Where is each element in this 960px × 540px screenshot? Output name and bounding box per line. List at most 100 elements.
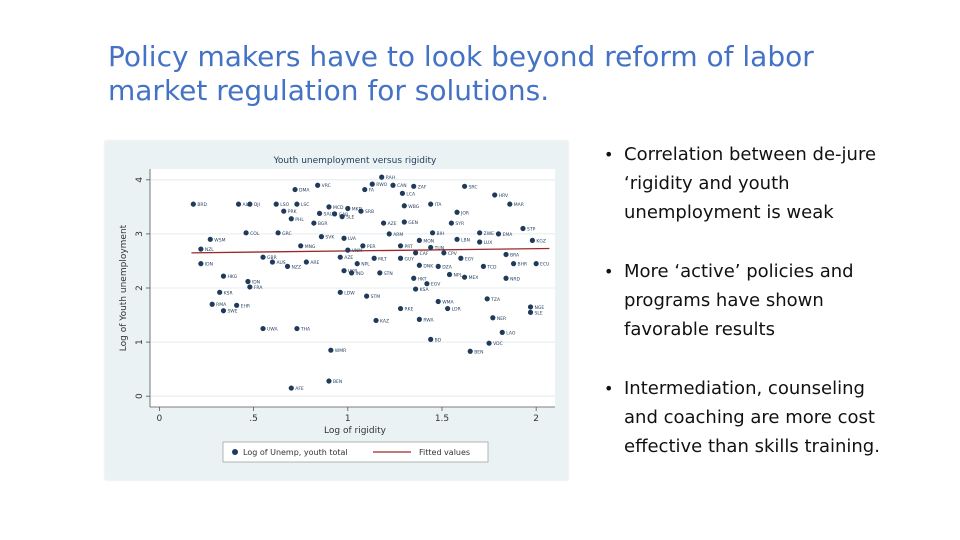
data-point-label: MLT (378, 256, 387, 262)
data-point-label: LVA (348, 236, 357, 242)
data-point-label: ZAF (418, 184, 427, 190)
data-point-label: WMA (442, 300, 454, 306)
data-point (480, 263, 487, 269)
data-point (328, 347, 334, 353)
bullet-dot-icon: • (604, 145, 614, 164)
data-point-label: AZE (344, 255, 353, 261)
legend-marker-points (232, 449, 238, 455)
data-point (416, 237, 422, 243)
data-point-label: PER (367, 244, 376, 250)
data-point (503, 275, 509, 281)
data-point (477, 230, 483, 236)
data-point (354, 261, 360, 267)
data-point-label: PRK (288, 209, 298, 215)
data-point-label: STM (371, 294, 381, 300)
data-point-label: BD (435, 337, 442, 343)
data-point (247, 201, 253, 207)
data-point-label: BGR (318, 221, 328, 227)
data-point-label: SWE (227, 309, 237, 315)
data-point-label: SRB (365, 209, 374, 215)
data-point (209, 301, 215, 307)
data-point (397, 305, 404, 312)
data-point-label: RWO (376, 182, 387, 188)
data-point-label: WMR (335, 348, 346, 354)
data-point-label: AZE (388, 221, 397, 227)
data-point-label: NPL (361, 262, 370, 268)
data-point (401, 203, 407, 209)
data-point-label: HKT (418, 276, 427, 282)
data-point-label: BEN (474, 349, 483, 355)
data-point (234, 302, 240, 308)
data-point (495, 231, 502, 237)
data-point (507, 201, 513, 207)
data-point (529, 237, 535, 243)
data-point (499, 329, 505, 335)
x-tick-label: 2 (533, 414, 539, 424)
data-point (503, 251, 509, 258)
chart-legend: Log of Unemp, youth total Fitted values (222, 441, 489, 463)
data-point (397, 255, 404, 261)
data-point (369, 181, 375, 187)
data-point-label: SLE (346, 215, 354, 221)
data-point (490, 315, 496, 321)
x-tick-label: 0 (157, 414, 163, 424)
data-point (413, 286, 419, 292)
data-point (284, 263, 291, 269)
data-point-label: DMA (299, 188, 310, 194)
data-point-label: SAU (324, 211, 333, 217)
y-axis-label: Log of Youth unemployment (119, 224, 129, 351)
data-point (373, 317, 379, 324)
data-point (445, 305, 451, 312)
data-point-label: MNG (305, 244, 316, 250)
bullet-item: • Correlation between de-jure ‘rigidity … (600, 140, 900, 227)
data-point-label: ZWE (484, 231, 495, 237)
data-point (294, 201, 300, 207)
data-point (318, 234, 325, 240)
data-point (467, 348, 473, 354)
data-point-label: IDN (252, 280, 260, 286)
data-point (428, 244, 434, 251)
data-point (311, 220, 317, 226)
data-point (520, 225, 526, 232)
y-tick-label: 3 (135, 231, 145, 237)
data-point-label: TUN (434, 245, 444, 251)
data-point (424, 281, 430, 287)
data-point (454, 209, 460, 215)
data-point-label: TCD (486, 264, 497, 270)
data-point (235, 201, 242, 207)
data-point-label: DJI (254, 202, 260, 208)
data-point-label: SVK (325, 235, 335, 241)
data-point (245, 278, 251, 285)
data-point-label: IND (356, 271, 365, 277)
data-point-label: NRD (510, 276, 520, 282)
data-point-label: MEX (469, 275, 479, 281)
data-point-label: NZL (205, 247, 214, 253)
data-point (243, 230, 249, 236)
bullet-item: • Intermediation, counseling and coachin… (600, 374, 900, 461)
data-point-label: FA (369, 188, 375, 194)
data-point (341, 235, 347, 241)
data-point (484, 296, 490, 302)
data-point-label: BIH (437, 231, 445, 237)
data-point-label: AFE (295, 386, 304, 392)
data-point-label: NER (497, 316, 506, 322)
data-point-label: MON (423, 238, 434, 244)
data-point-label: DZA (442, 264, 453, 270)
data-point (345, 205, 351, 212)
data-point-label: HKG (227, 274, 237, 280)
data-point (461, 183, 468, 189)
data-point (428, 201, 434, 207)
data-point-label: LUX (484, 240, 493, 246)
data-point-label: NPL (454, 272, 463, 278)
data-point (533, 261, 539, 267)
data-point (435, 263, 441, 269)
data-point (411, 183, 417, 189)
x-tick-label: .5 (249, 414, 258, 424)
data-point (288, 385, 294, 391)
fitted-values-line (191, 247, 550, 254)
data-point-label: THA (300, 327, 311, 333)
data-point-label: SLE (535, 310, 543, 316)
scatter-chart-figure: Youth unemployment versus rigidity RAH VR… (105, 141, 568, 480)
data-point (337, 289, 343, 295)
data-point (326, 378, 332, 384)
